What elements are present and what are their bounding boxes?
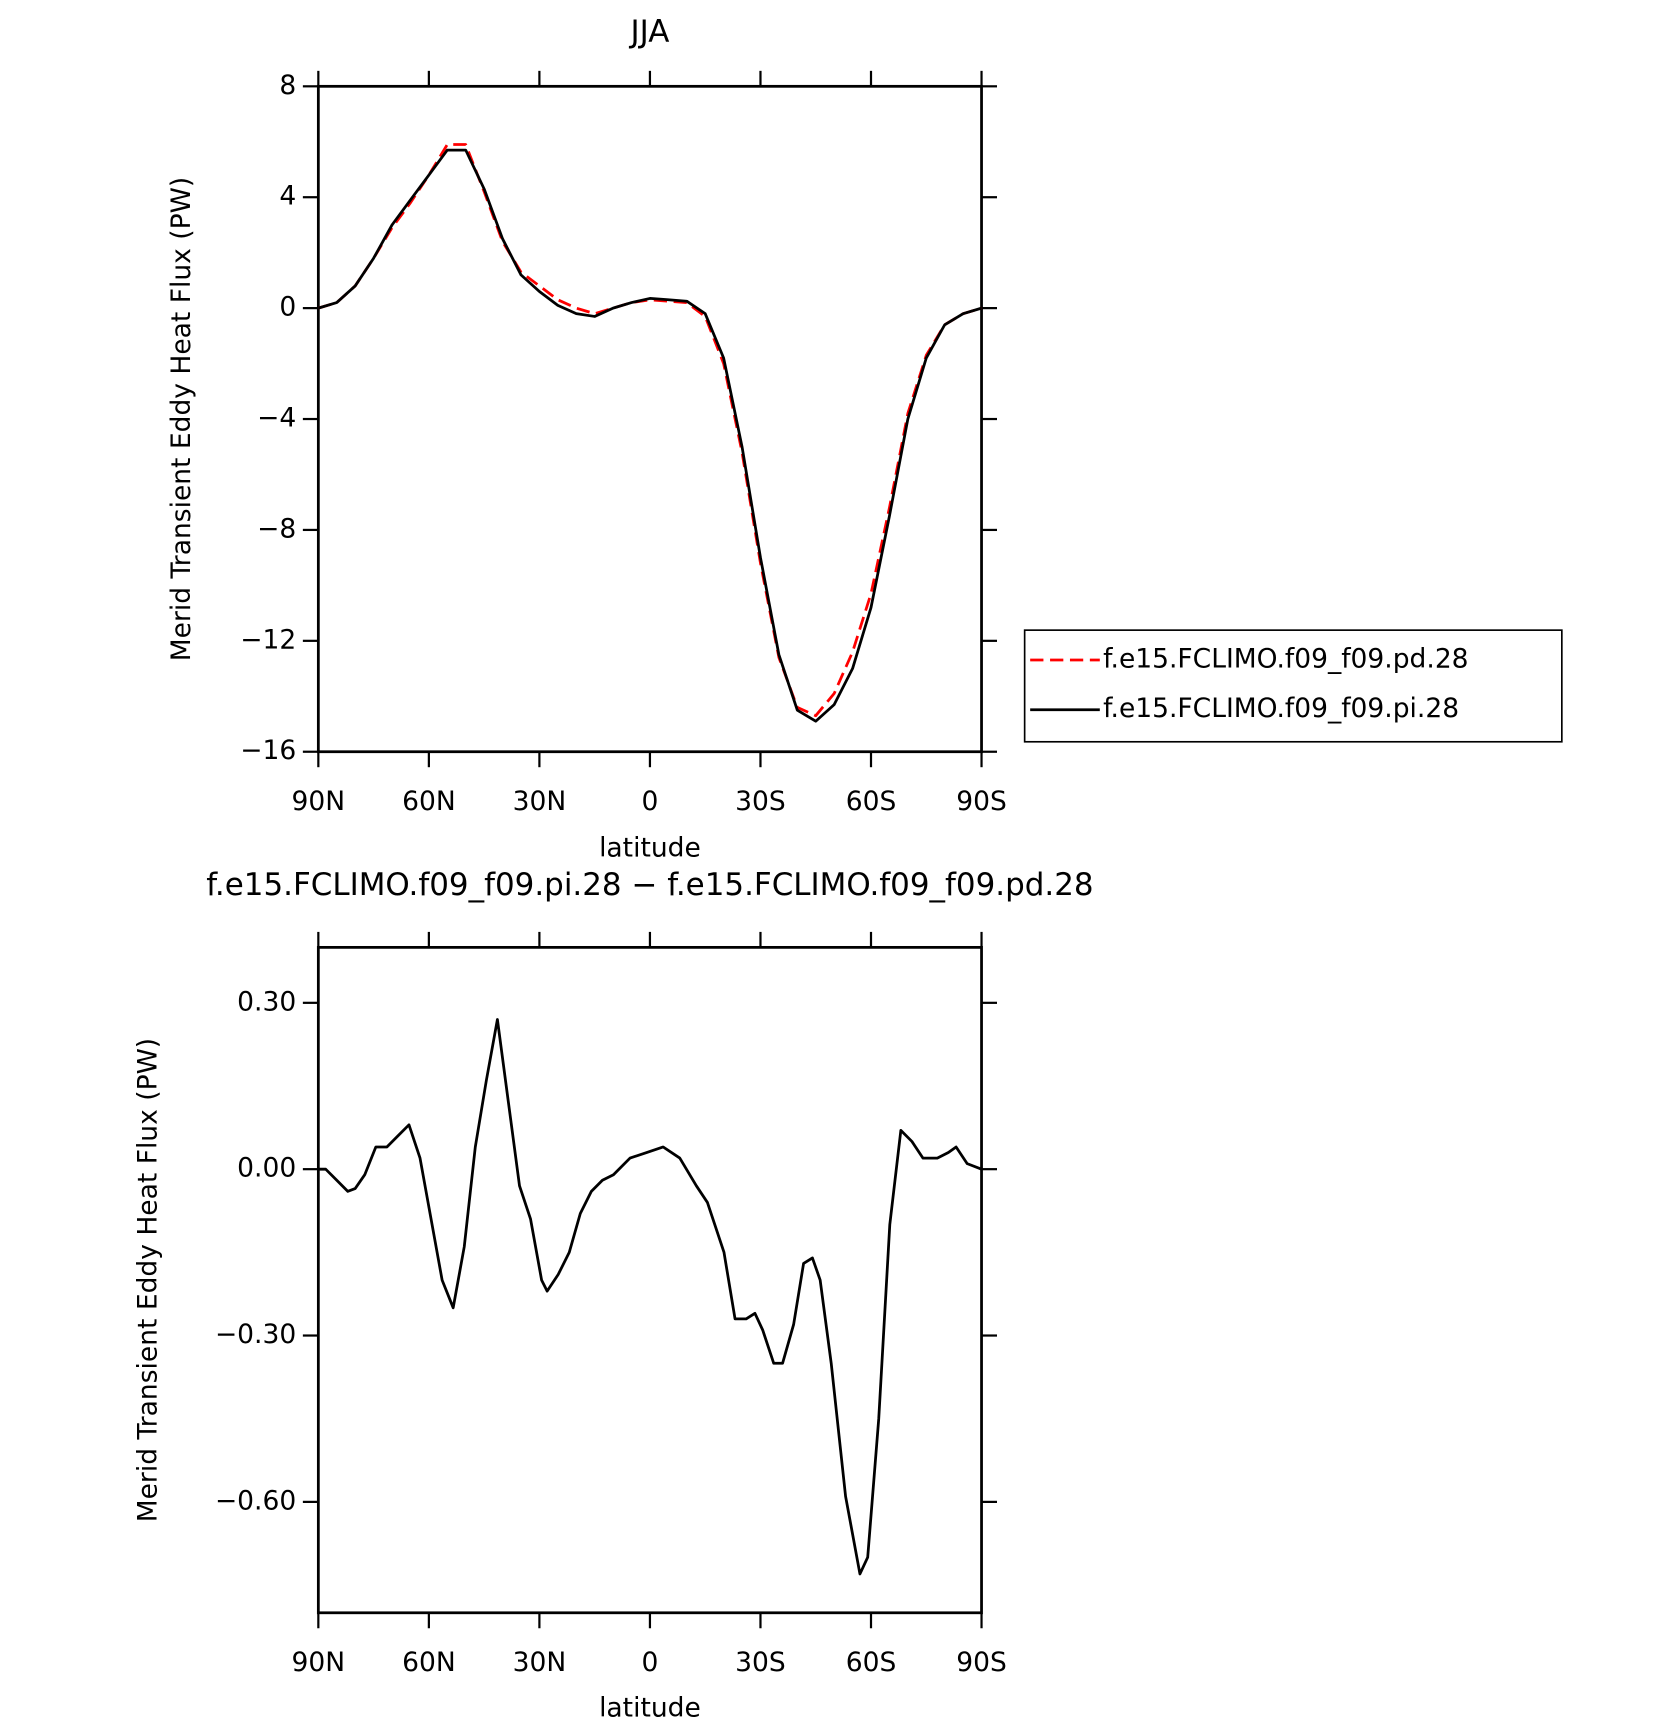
x-tick-label: 30S [735,786,786,817]
y-tick-label: 0.00 [237,1153,296,1184]
x-tick-label: 90N [292,786,346,817]
y-tick-label: −0.60 [215,1485,296,1516]
x-axis-label: latitude [599,1692,701,1719]
y-tick-label: −16 [240,735,296,766]
x-tick-label: 90N [292,1647,346,1678]
legend-label: f.e15.FCLIMO.f09_f09.pi.28 [1103,693,1459,724]
plot-frame [316,945,983,1615]
chart-title: f.e15.FCLIMO.f09_f09.pi.28 − f.e15.FCLIM… [206,867,1093,903]
x-tick-label: 90S [956,786,1007,817]
x-tick-label: 90S [956,1647,1007,1678]
x-tick-label: 60N [402,786,456,817]
y-axis-label: Merid Transient Eddy Heat Flux (PW) [133,1038,164,1522]
y-tick-label: 0 [279,292,296,323]
x-tick-label: 60N [402,1647,456,1678]
x-tick-label: 60S [846,1647,897,1678]
y-tick-label: −12 [240,624,296,655]
y-tick-label: −8 [257,513,296,544]
x-tick-label: 0 [641,1647,658,1678]
y-tick-label: 8 [279,70,296,101]
x-tick-label: 60S [846,786,897,817]
y-tick-label: −0.30 [215,1319,296,1350]
legend-box [1023,629,1563,743]
y-tick-label: −4 [257,403,296,434]
y-tick-label: 0.30 [237,986,296,1017]
x-tick-label: 30N [513,786,567,817]
x-axis-label: latitude [599,832,701,863]
legend-label: f.e15.FCLIMO.f09_f09.pd.28 [1103,643,1468,674]
data-line [317,148,982,723]
y-tick-label: 4 [279,181,296,212]
data-line [318,1018,983,1576]
x-tick-label: 0 [641,786,658,817]
x-tick-label: 30S [735,1647,786,1678]
data-line [317,143,982,718]
plot-frame [316,84,983,754]
x-tick-label: 30N [513,1647,567,1678]
chart-title: JJA [628,14,669,50]
y-axis-label: Merid Transient Eddy Heat Flux (PW) [166,177,197,661]
